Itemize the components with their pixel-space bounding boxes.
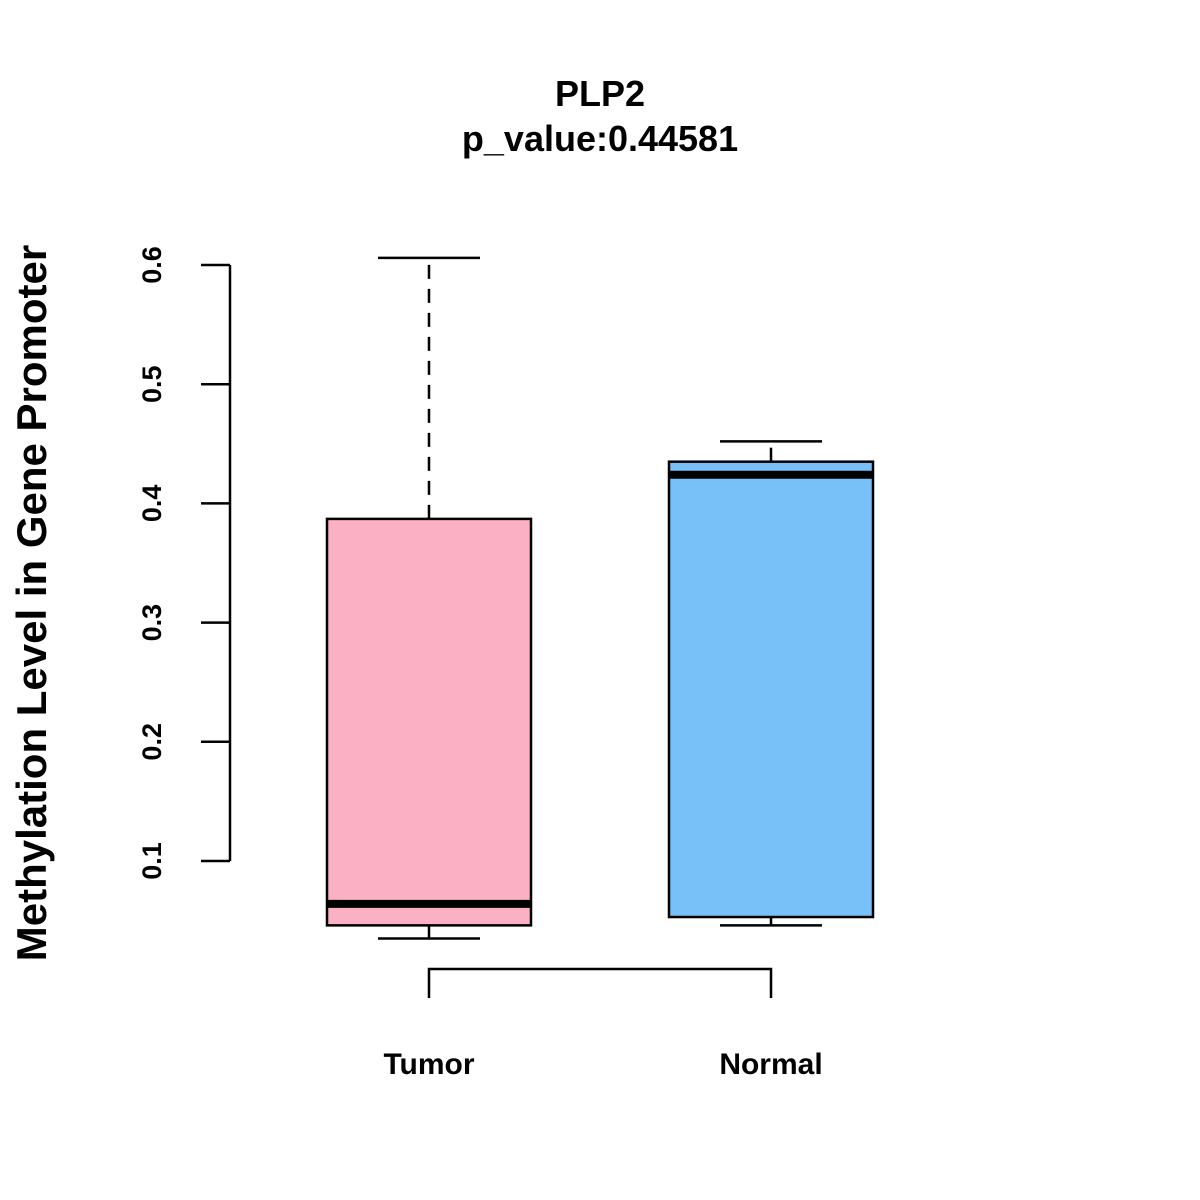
- y-tick-label: 0.4: [137, 485, 167, 523]
- category-labels: Tumor Normal: [383, 1048, 822, 1081]
- box-iqr: [667, 460, 875, 919]
- y-tick-label: 0.3: [137, 604, 167, 642]
- bracket-line: [427, 967, 773, 998]
- y-axis: 0.1 0.2 0.3 0.4 0.5 0.6: [137, 246, 232, 880]
- box-iqr: [325, 517, 533, 927]
- box-tumor: [325, 256, 533, 940]
- y-axis-label: Methylation Level in Gene Promoter: [8, 245, 55, 961]
- comparison-bracket: [427, 967, 773, 998]
- y-tick-label: 0.1: [137, 842, 167, 880]
- y-tick-label: 0.6: [137, 246, 167, 284]
- chart-subtitle: p_value:0.44581: [462, 118, 738, 159]
- box-normal: [667, 440, 875, 927]
- boxes-group: [325, 256, 875, 940]
- category-label-tumor: Tumor: [383, 1048, 474, 1081]
- y-tick-label: 0.2: [137, 723, 167, 761]
- category-label-normal: Normal: [719, 1048, 822, 1081]
- chart-title: PLP2: [555, 73, 645, 114]
- y-tick-label: 0.5: [137, 365, 167, 403]
